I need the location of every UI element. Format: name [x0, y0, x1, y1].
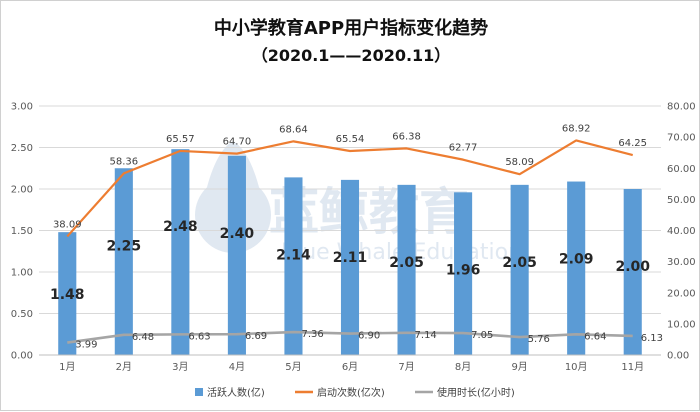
line-data-label: 65.57 — [166, 134, 195, 145]
y-right-tick-label: 0.00 — [667, 351, 689, 362]
line-launch-count — [66, 139, 634, 238]
data-labels: 1.48 2.25 2.48 2.40 2.14 2.11 2.05 1.96 2.05 2.09… — [50, 123, 663, 350]
y-left-tick-label: 1.50 — [11, 226, 33, 237]
y-left-tick-label: 1.00 — [11, 268, 33, 279]
y-left-tick-label: 2.50 — [11, 143, 33, 154]
line-data-label: 68.92 — [562, 123, 591, 134]
x-tick-label: 8月 — [455, 361, 471, 373]
x-tick-label: 4月 — [229, 361, 245, 373]
chart-subtitle: （2020.1——2020.11） — [252, 46, 451, 65]
legend-label: 使用时长(亿小时) — [437, 386, 515, 399]
bar-data-label: 2.40 — [220, 226, 255, 242]
line-data-label: 7.36 — [301, 329, 323, 340]
line-data-label: 62.77 — [449, 143, 478, 154]
bar-data-label: 2.14 — [276, 247, 311, 263]
x-tick-label: 1月 — [59, 361, 75, 373]
bar — [340, 179, 360, 355]
x-axis: 1月 2月 3月 4月 5月 6月 7月 8月 9月 10月 11月 — [39, 354, 661, 373]
bar-data-label: 1.48 — [50, 287, 85, 303]
bar — [623, 189, 642, 355]
bar — [510, 184, 529, 355]
line-data-label: 6.64 — [584, 331, 606, 342]
x-tick-label: 6月 — [342, 361, 358, 373]
bar-data-label: 2.48 — [163, 219, 198, 235]
bar — [114, 168, 133, 355]
chart-title: 中小学教育APP用户指标变化趋势 — [214, 17, 488, 39]
y-right-tick-label: 50.00 — [667, 195, 696, 206]
line-usage-time — [67, 330, 633, 344]
line-data-label: 65.54 — [336, 134, 365, 145]
x-tick-label: 3月 — [172, 361, 188, 373]
y-left-tick-label: 0.00 — [11, 351, 33, 362]
bar-data-label: 2.05 — [502, 255, 537, 271]
x-tick-label: 9月 — [511, 361, 527, 373]
line-data-label: 6.63 — [188, 331, 210, 342]
line-data-label: 5.76 — [528, 334, 550, 345]
bar-data-label: 2.05 — [389, 255, 424, 271]
line-data-label: 6.13 — [641, 333, 663, 344]
bar-data-label: 2.25 — [107, 238, 142, 254]
legend-swatch-bar — [195, 388, 203, 396]
bar-data-label: 2.09 — [559, 252, 594, 268]
bar — [58, 232, 77, 355]
legend-label: 活跃人数(亿) — [207, 386, 265, 399]
line-data-label: 58.36 — [109, 156, 138, 167]
y-left-tick-label: 2.00 — [11, 185, 33, 196]
y-right-tick-label: 20.00 — [667, 288, 696, 299]
y-right-tick-label: 10.00 — [667, 319, 696, 330]
y-right-tick-label: 60.00 — [667, 164, 696, 175]
y-right-tick-label: 80.00 — [667, 102, 696, 113]
y-right-tick-label: 40.00 — [667, 226, 696, 237]
line-data-label: 3.99 — [75, 340, 97, 351]
line-data-label: 58.09 — [505, 157, 534, 168]
line-data-label: 38.09 — [53, 219, 82, 230]
legend: 活跃人数(亿) 启动次数(亿次) 使用时长(亿小时) — [195, 386, 515, 399]
bar — [227, 155, 246, 355]
bar — [171, 149, 190, 355]
line-series — [66, 139, 634, 344]
y-axis-right: 0.00 10.00 20.00 30.00 40.00 50.00 60.00 70.00 8… — [667, 102, 696, 362]
bar-data-label: 2.11 — [333, 250, 368, 266]
line-data-label: 68.64 — [279, 124, 308, 135]
line-data-label: 64.25 — [618, 138, 647, 149]
x-tick-label: 10月 — [565, 361, 588, 373]
x-tick-label: 11月 — [621, 361, 644, 373]
line-data-label: 6.69 — [245, 331, 267, 342]
bar — [454, 192, 473, 355]
line-data-label: 6.48 — [132, 332, 154, 343]
y-right-tick-label: 30.00 — [667, 257, 696, 268]
y-right-tick-label: 70.00 — [667, 133, 696, 144]
line-data-label: 7.14 — [415, 330, 437, 341]
bar-data-label: 2.00 — [615, 259, 650, 275]
line-data-label: 64.70 — [223, 137, 252, 148]
bar-data-label: 1.96 — [446, 262, 481, 278]
bar — [284, 177, 303, 355]
line-data-label: 66.38 — [392, 131, 421, 142]
bar — [397, 184, 416, 355]
bar-series — [58, 149, 642, 355]
y-left-tick-label: 0.50 — [11, 309, 33, 320]
x-tick-label: 7月 — [398, 361, 414, 373]
bar — [567, 181, 586, 355]
y-left-tick-label: 3.00 — [11, 102, 33, 113]
y-axis-left: 0.00 0.50 1.00 1.50 2.00 2.50 3.00 — [11, 102, 33, 362]
x-tick-label: 2月 — [116, 361, 132, 373]
line-data-label: 7.05 — [471, 330, 493, 341]
x-tick-label: 5月 — [285, 361, 301, 373]
line-data-label: 6.90 — [358, 331, 380, 342]
legend-label: 启动次数(亿次) — [317, 386, 385, 399]
